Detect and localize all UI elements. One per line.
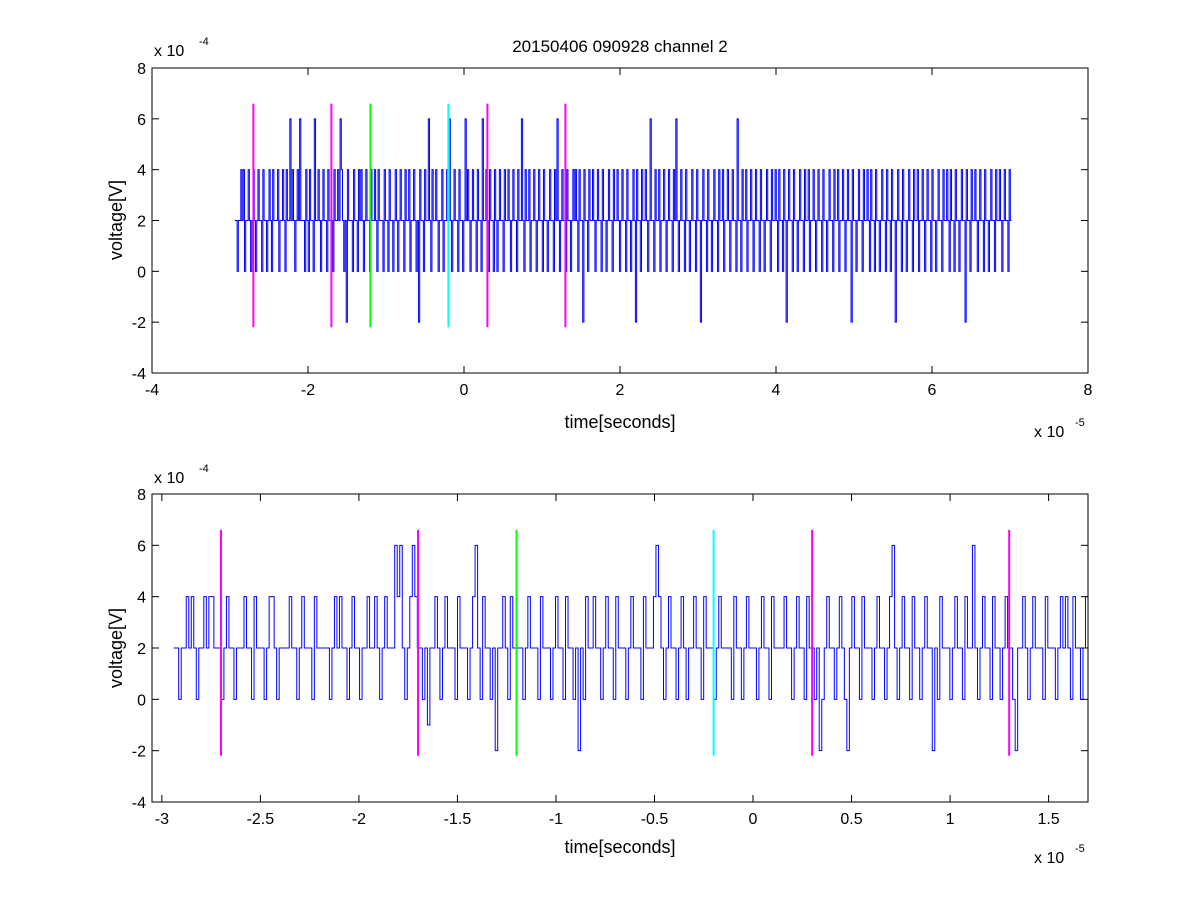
x-tick-label-bottom-2: -2 xyxy=(352,811,366,828)
y-tick-label-top-0: -4 xyxy=(132,366,146,383)
x-exponent-power-bottom: -5 xyxy=(1075,843,1085,855)
series-layer-top xyxy=(234,118,1012,323)
y-tick-label-bottom-6: 8 xyxy=(137,487,146,504)
series-layer-bottom xyxy=(173,544,1088,752)
y-exponent-power-bottom: -4 xyxy=(199,463,209,475)
x-tick-label-bottom-8: 1 xyxy=(946,811,955,828)
y-exponent-top: x 10 -4 xyxy=(154,36,209,60)
x-exponent-bottom: x 10 -5 xyxy=(1034,843,1085,867)
signal-line-bottom-0 xyxy=(173,544,1088,752)
x-tick-label-bottom-9: 1.5 xyxy=(1037,811,1059,828)
x-axis-label-top: time[seconds] xyxy=(564,412,675,432)
y-tick-label-bottom-5: 6 xyxy=(137,538,146,555)
y-exponent-power-top: -4 xyxy=(199,36,209,48)
y-exponent-base-top: x 10 xyxy=(154,43,184,60)
x-tick-label-top-4: 4 xyxy=(772,382,781,399)
x-exponent-base-top: x 10 xyxy=(1034,424,1064,441)
axes-bottom: -3 -2.5 -2 -1.5 -1 -0.5 0 0.5 1 1.5 -4 -2 0 2 4 6 8 time… xyxy=(106,463,1089,867)
x-exponent-top: x 10 -5 xyxy=(1034,417,1085,441)
x-exponent-base-bottom: x 10 xyxy=(1034,850,1064,867)
y-tick-label-bottom-2: 0 xyxy=(137,692,146,709)
x-tick-label-bottom-4: -1 xyxy=(549,811,563,828)
marker-layer-top xyxy=(252,103,567,328)
axes-top: -4 -2 0 2 4 6 8 -4 -2 0 2 4 6 8 time[seconds] voltage… xyxy=(106,36,1093,441)
x-tick-label-bottom-0: -3 xyxy=(155,811,169,828)
y-axis-label-bottom: voltage[V] xyxy=(106,608,126,688)
y-tick-label-top-3: 2 xyxy=(137,214,146,231)
tick-layer-top: -4 -2 0 2 4 6 8 -4 -2 0 2 4 6 8 xyxy=(132,61,1093,399)
y-exponent-base-bottom: x 10 xyxy=(154,470,184,487)
tick-layer-bottom: -3 -2.5 -2 -1.5 -1 -0.5 0 0.5 1 1.5 -4 -2 0 2 4 6 8 xyxy=(132,487,1088,828)
x-tick-label-bottom-1: -2.5 xyxy=(247,811,275,828)
x-tick-label-bottom-6: 0 xyxy=(749,811,758,828)
x-tick-label-bottom-3: -1.5 xyxy=(444,811,472,828)
y-tick-label-top-1: -2 xyxy=(132,315,146,332)
x-tick-label-top-1: -2 xyxy=(301,382,315,399)
y-tick-label-top-5: 6 xyxy=(137,112,146,129)
y-tick-label-bottom-0: -4 xyxy=(132,795,146,812)
x-tick-label-top-0: -4 xyxy=(145,382,159,399)
y-axis-label-top: voltage[V] xyxy=(106,180,126,260)
figure-title: 20150406 090928 channel 2 xyxy=(512,37,728,56)
x-exponent-power-top: -5 xyxy=(1075,417,1085,429)
y-tick-label-top-4: 4 xyxy=(137,163,146,180)
x-tick-label-bottom-5: -0.5 xyxy=(641,811,669,828)
x-axis-label-bottom: time[seconds] xyxy=(564,837,675,857)
y-tick-label-bottom-1: -2 xyxy=(132,744,146,761)
x-tick-label-top-5: 6 xyxy=(928,382,937,399)
y-exponent-bottom: x 10 -4 xyxy=(154,463,209,487)
x-tick-label-bottom-7: 0.5 xyxy=(840,811,862,828)
x-tick-label-top-3: 2 xyxy=(616,382,625,399)
y-tick-label-top-2: 0 xyxy=(137,264,146,281)
signal-line-top-0 xyxy=(234,118,1012,323)
x-tick-label-top-2: 0 xyxy=(460,382,469,399)
y-tick-label-bottom-4: 4 xyxy=(137,590,146,607)
y-tick-label-bottom-3: 2 xyxy=(137,641,146,658)
y-tick-label-top-6: 8 xyxy=(137,61,146,78)
marker-layer-bottom xyxy=(219,529,1011,756)
x-tick-label-top-6: 8 xyxy=(1084,382,1093,399)
